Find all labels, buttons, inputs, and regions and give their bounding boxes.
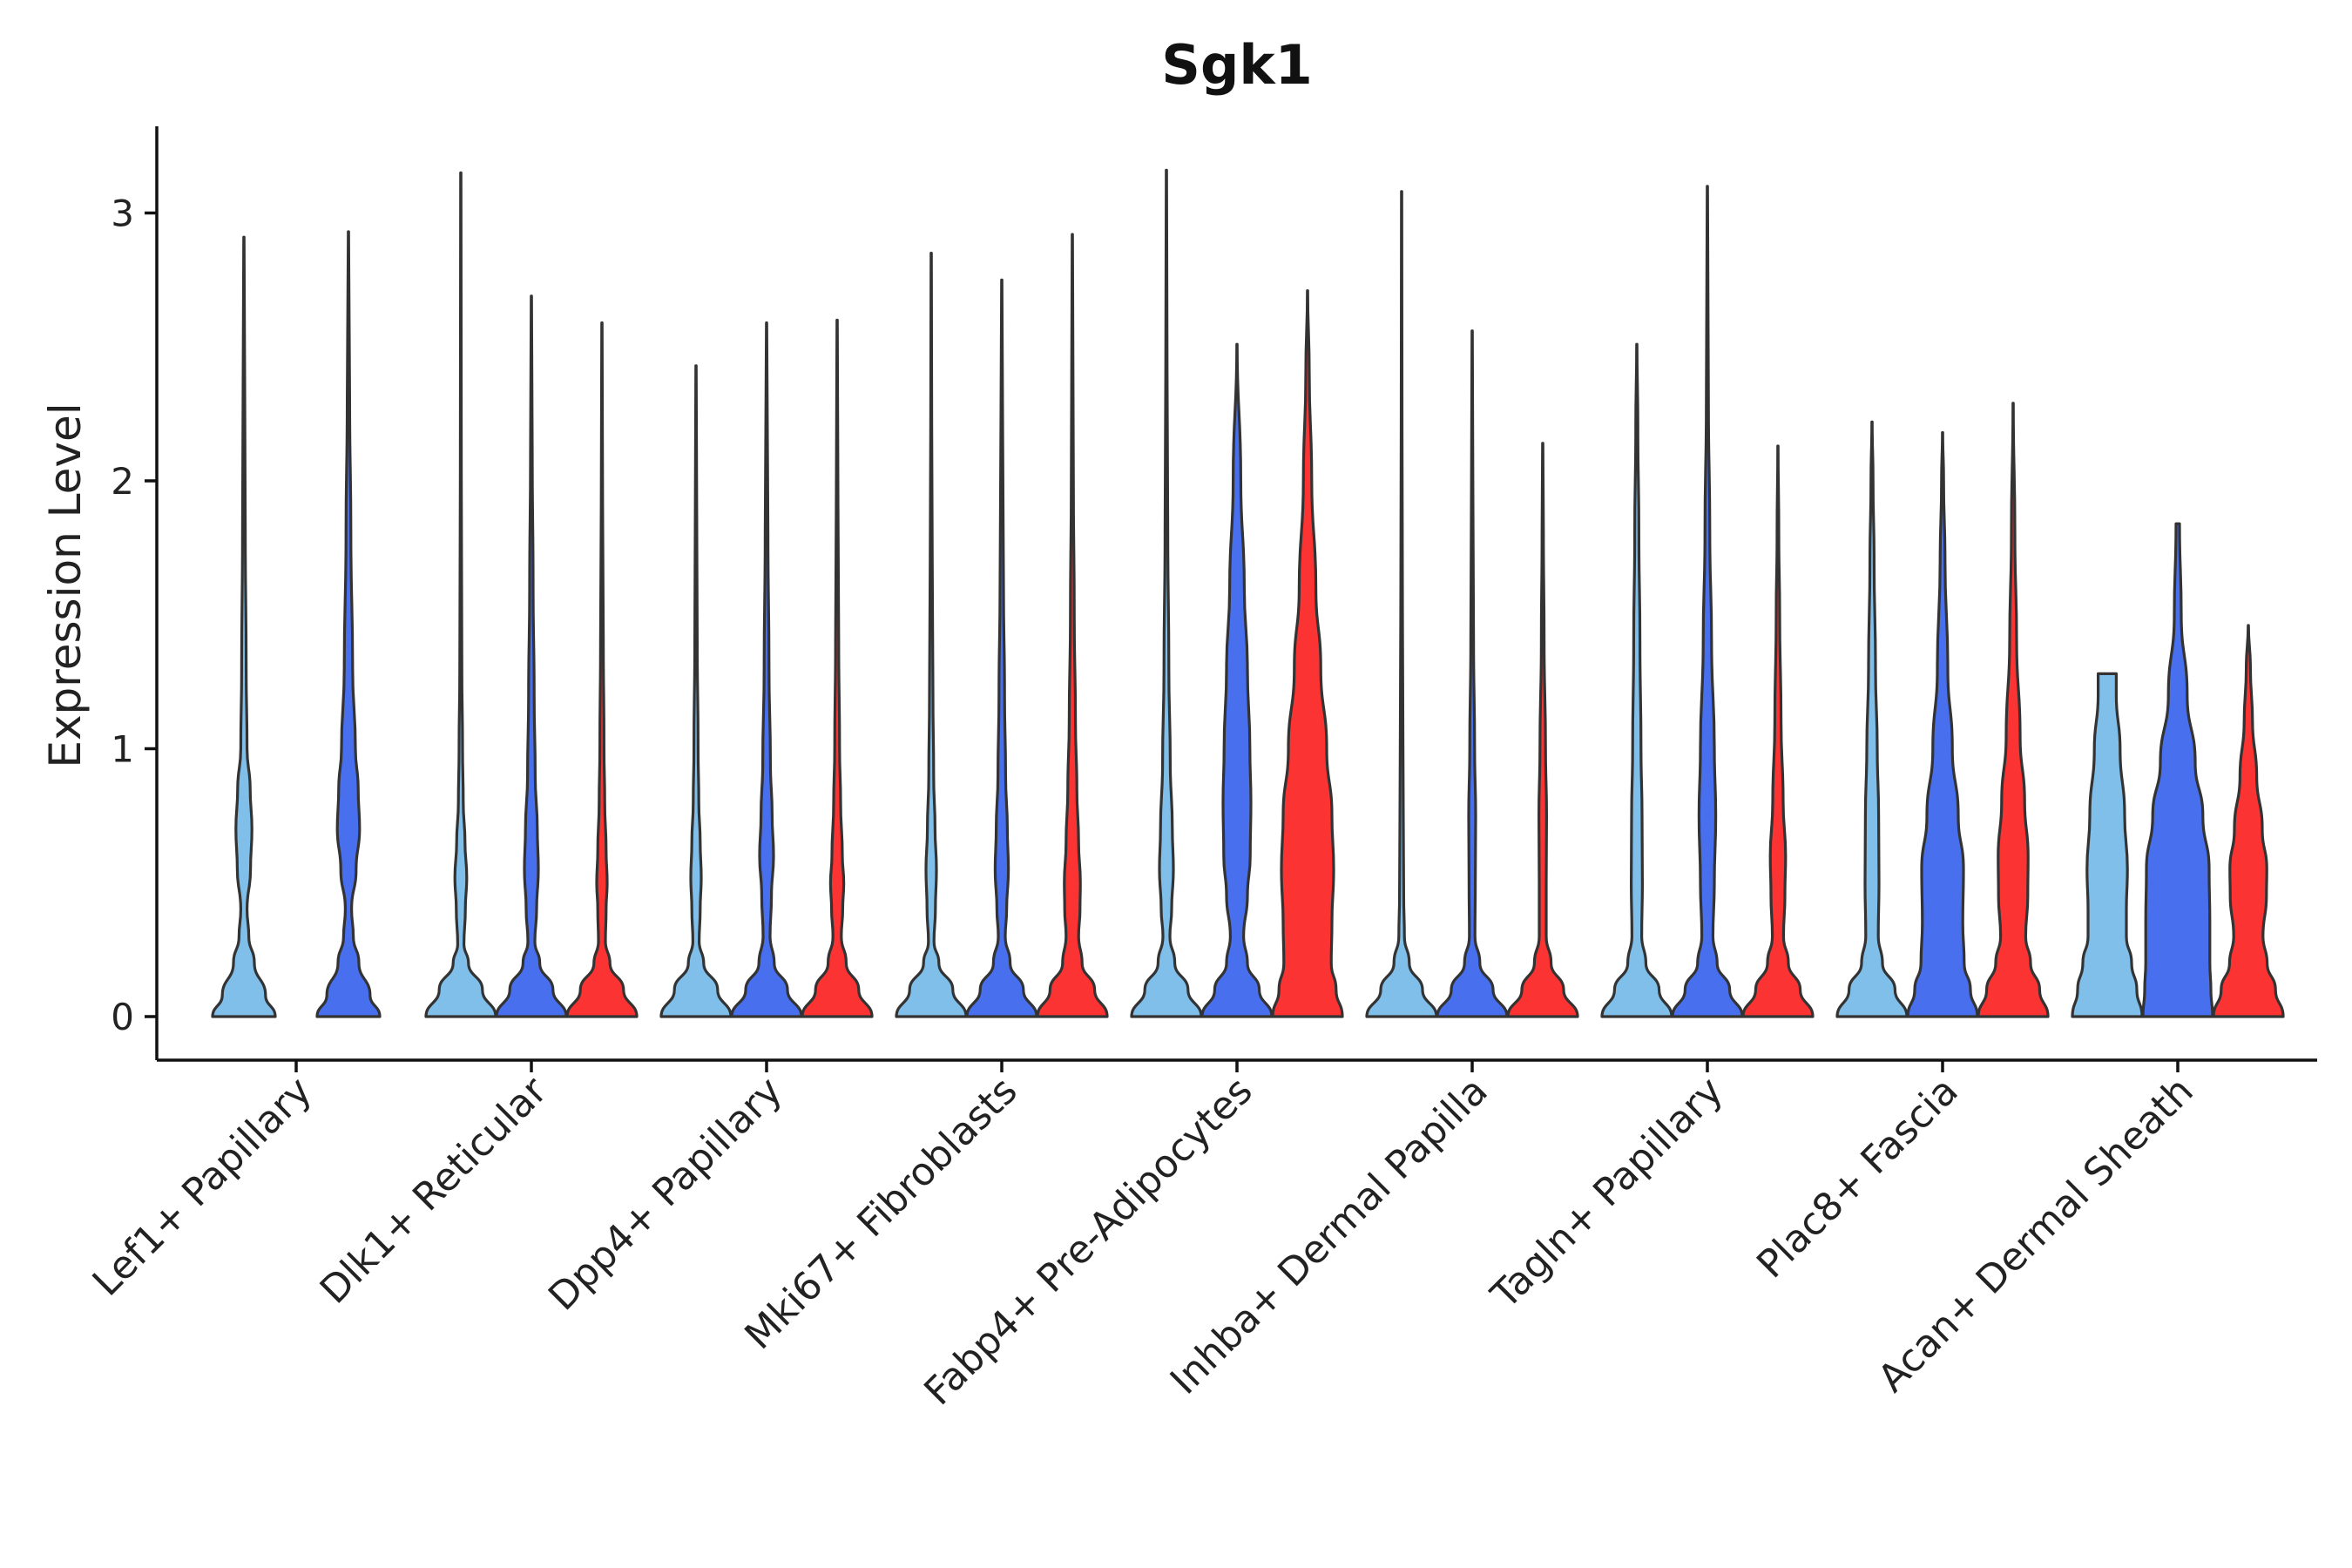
violin-inhba-dermal-papilla-2 (1506, 442, 1579, 1018)
violin-dlk1-reticular-0 (424, 171, 497, 1018)
violin-tagln-papillary-0 (1600, 342, 1673, 1018)
violin-plac8-fascia-0 (1835, 420, 1909, 1018)
violin-dlk1-reticular-2 (565, 321, 639, 1018)
chart-title: Sgk1 (1161, 33, 1312, 97)
violin-dlk1-reticular-1 (495, 294, 568, 1018)
violin-tagln-papillary-2 (1741, 444, 1815, 1018)
violin-dpp4-papillary-1 (730, 321, 803, 1018)
violin-fabp4-pre-adipocytes-2 (1271, 289, 1344, 1018)
violin-lef1-papillary-0 (211, 235, 277, 1018)
violin-acan-dermal-sheath-2 (2212, 624, 2285, 1018)
violin-mki67-fibroblasts-2 (1036, 233, 1109, 1018)
violins-group (211, 168, 2285, 1018)
violin-acan-dermal-sheath-1 (2141, 522, 2214, 1018)
violin-tagln-papillary-1 (1671, 185, 1744, 1018)
y-axis-label: Expression Level (40, 402, 91, 767)
y-tick-label: 1 (111, 728, 134, 771)
y-axis: 0 1 2 3 (111, 126, 159, 1060)
violin-plac8-fascia-2 (1977, 402, 2050, 1018)
x-tick-label: Dpp4+ Papillary (540, 1069, 791, 1320)
violin-plac8-fascia-1 (1906, 431, 1979, 1018)
violin-fabp4-pre-adipocytes-1 (1200, 342, 1274, 1018)
x-tick-label: Tagln+ Papillary (1483, 1069, 1732, 1318)
violin-inhba-dermal-papilla-0 (1365, 190, 1438, 1018)
y-tick-label: 2 (111, 460, 134, 503)
violin-acan-dermal-sheath-0 (2071, 672, 2144, 1018)
x-tick-label: Dlk1+ Reticular (312, 1068, 557, 1313)
x-tick-label: Plac8+ Fascia (1748, 1069, 1967, 1288)
violin-inhba-dermal-papilla-1 (1436, 329, 1509, 1018)
y-tick-label: 0 (111, 996, 134, 1038)
violin-fabp4-pre-adipocytes-0 (1130, 168, 1203, 1018)
violin-mki67-fibroblasts-0 (895, 252, 968, 1018)
y-tick-label: 3 (111, 193, 134, 235)
violin-mki67-fibroblasts-1 (965, 278, 1038, 1018)
violin-lef1-papillary-1 (315, 230, 382, 1018)
violin-dpp4-papillary-0 (659, 364, 733, 1018)
x-tick-label: Lef1+ Papillary (84, 1069, 321, 1305)
violin-dpp4-papillary-2 (801, 318, 874, 1018)
